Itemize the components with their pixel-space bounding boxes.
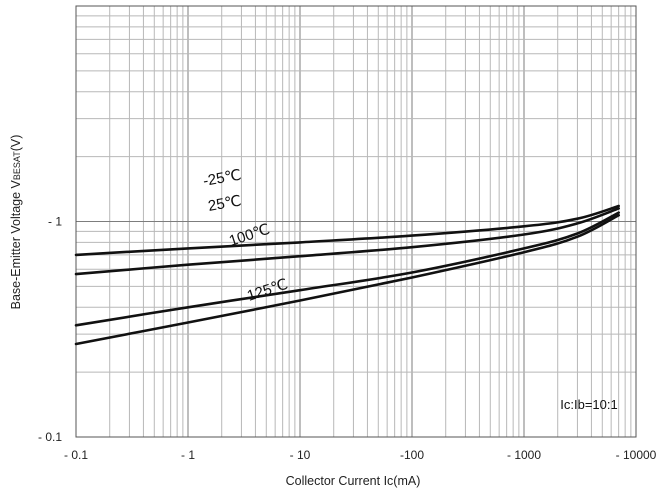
- x-tick-label: - 10: [290, 448, 311, 462]
- y-tick-label: - 0.1: [38, 430, 62, 444]
- x-tick-label: - 1: [181, 448, 195, 462]
- y-axis-label: Base-Emitter Voltage VBESAT(V): [9, 135, 23, 310]
- plot-frame: [75, 5, 637, 438]
- x-tick-label: - 0.1: [64, 448, 88, 462]
- label-25c: 25℃: [207, 192, 243, 215]
- series-layer: [74, 204, 620, 346]
- series-line-2: [74, 211, 620, 327]
- tick-labels: - 0.1 - 1 - 10 -100 - 1000 - 10000 - 0.1 - 1: [38, 215, 656, 463]
- y-tick-label: - 1: [48, 215, 62, 229]
- ratio-annotation: Ic:Ib=10:1: [560, 397, 617, 412]
- x-axis-label: Collector Current Ic(mA): [286, 474, 421, 488]
- series-line-0: [74, 204, 620, 257]
- x-tick-label: -100: [400, 448, 424, 462]
- label-125c: 125℃: [245, 276, 290, 305]
- x-tick-label: - 10000: [616, 448, 656, 462]
- series-line-1: [74, 207, 620, 276]
- grid: [75, 6, 636, 438]
- series-line-3: [74, 213, 620, 346]
- x-tick-label: - 1000: [507, 448, 541, 462]
- label-minus25c: -25℃: [202, 167, 243, 190]
